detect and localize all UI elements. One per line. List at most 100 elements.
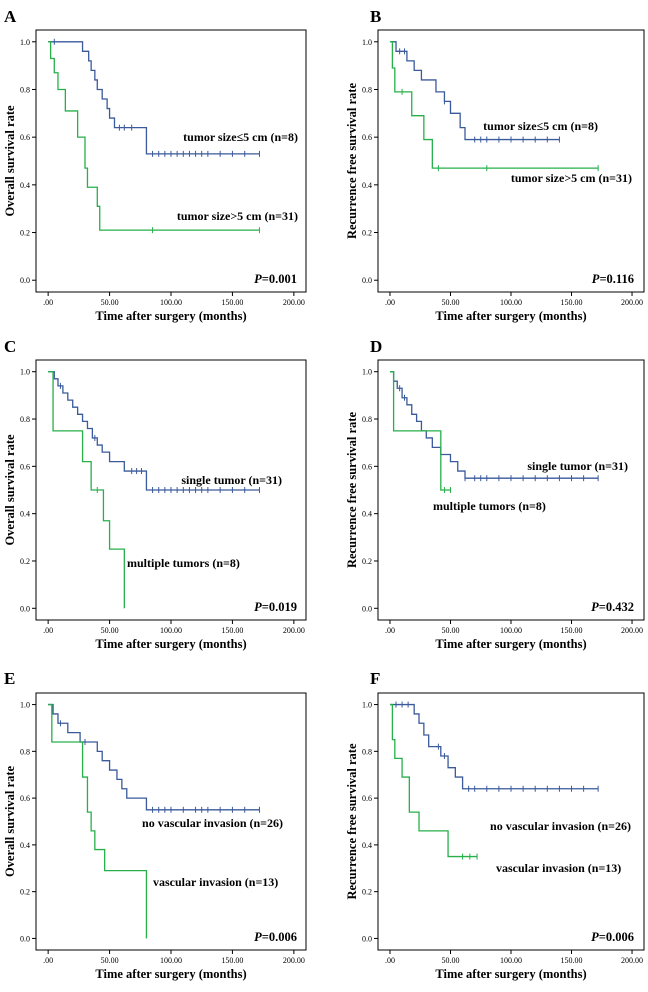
y-tick-label: 0.4: [362, 510, 372, 519]
y-tick-label: 0.0: [362, 604, 372, 613]
y-tick-label: 0.6: [20, 794, 30, 803]
p-value: P=0.001: [254, 272, 297, 286]
panel-letter: D: [370, 337, 382, 356]
x-tick-label: 200.00: [283, 956, 305, 965]
y-tick-label: 0.2: [362, 229, 372, 238]
panel-letter: C: [4, 337, 16, 356]
x-axis-title: Time after surgery (months): [435, 309, 586, 323]
y-tick-label: 0.4: [20, 181, 30, 190]
x-axis-title: Time after surgery (months): [95, 967, 246, 981]
y-tick-label: 0.2: [20, 229, 30, 238]
y-tick-label: 0.6: [362, 462, 372, 471]
series-label: single tumor (n=31): [527, 459, 628, 473]
y-tick-label: 0.8: [20, 415, 30, 424]
series-label: multiple tumors (n=8): [127, 556, 240, 570]
x-tick-label: .00: [43, 626, 53, 635]
x-tick-label: 50.00: [101, 626, 119, 635]
x-tick-label: 150.00: [561, 626, 583, 635]
y-tick-label: 0.2: [20, 888, 30, 897]
km-panel-e: E .00 50.00 100.00 150.00 200.00 0.0 0.2 0.4 0.6 0…: [3, 669, 307, 981]
series-label: tumor size>5 cm (n=31): [177, 209, 298, 223]
x-tick-label: 200.00: [283, 298, 305, 307]
series-label: vascular invasion (n=13): [153, 875, 278, 889]
y-tick-label: 1.0: [20, 368, 30, 377]
survival-curve-group-b: [48, 703, 148, 939]
panel-letter: B: [370, 7, 381, 26]
x-tick-label: 200.00: [621, 626, 643, 635]
x-tick-label: 100.00: [160, 298, 182, 307]
km-panel-d: D .00 50.00 100.00 150.00 200.00 0.0 0.2 0.4 0.6 0…: [345, 337, 645, 651]
x-axis-title: Time after surgery (months): [95, 309, 246, 323]
y-tick-label: 0.0: [362, 276, 372, 285]
p-symbol: P: [591, 930, 599, 944]
y-tick-label: 0.8: [362, 415, 372, 424]
y-tick-label: 0.6: [362, 794, 372, 803]
p-symbol: P: [254, 600, 262, 614]
panel-letter: F: [370, 669, 380, 688]
series-label: single tumor (n=31): [181, 473, 282, 487]
x-tick-label: 200.00: [283, 626, 305, 635]
x-tick-label: .00: [43, 298, 53, 307]
plot-frame: [35, 29, 307, 293]
x-tick-label: 50.00: [441, 626, 459, 635]
series-label: no vascular invasion (n=26): [142, 816, 283, 830]
x-tick-label: 150.00: [221, 626, 243, 635]
plot-frame: [377, 359, 645, 621]
y-tick-label: 0.8: [362, 747, 372, 756]
survival-curve-group-b: [389, 703, 478, 858]
y-tick-label: 1.0: [20, 701, 30, 710]
p-symbol: P: [254, 930, 262, 944]
y-tick-label: 0.6: [20, 133, 30, 142]
survival-curve-group-b: [389, 41, 599, 169]
x-tick-label: 150.00: [561, 956, 583, 965]
survival-curve-group-a: [389, 41, 560, 141]
x-tick-label: 100.00: [500, 626, 522, 635]
series-label: vascular invasion (n=13): [496, 861, 621, 875]
y-axis-title: Overall survival rate: [3, 434, 17, 546]
y-tick-label: 0.0: [20, 276, 30, 285]
survival-curve-group-a: [48, 41, 260, 155]
x-tick-label: 50.00: [101, 956, 119, 965]
x-tick-label: 50.00: [441, 956, 459, 965]
x-tick-label: 50.00: [441, 298, 459, 307]
x-tick-label: 200.00: [621, 298, 643, 307]
p-number: =0.006: [599, 930, 634, 944]
y-tick-label: 0.0: [362, 934, 372, 943]
x-tick-label: 150.00: [221, 956, 243, 965]
p-symbol: P: [591, 600, 599, 614]
km-panel-b: B .00 50.00 100.00 150.00 200.00 0.0 0.2 0.4 0.6 0…: [345, 7, 645, 323]
y-tick-label: 0.2: [362, 888, 372, 897]
km-panel-a: A .00 50.00 100.00 150.00 200.00 0.0 0.2 0.4 0.6 0…: [3, 7, 307, 323]
p-value: P=0.019: [254, 600, 297, 614]
y-tick-label: 0.0: [20, 604, 30, 613]
x-tick-label: 100.00: [160, 626, 182, 635]
y-tick-label: 0.8: [362, 85, 372, 94]
p-symbol: P: [592, 272, 600, 286]
x-tick-label: 200.00: [621, 956, 643, 965]
km-panel-c: C .00 50.00 100.00 150.00 200.00 0.0 0.2 0.4 0.6 0…: [3, 337, 307, 651]
x-tick-label: 50.00: [101, 298, 119, 307]
y-tick-label: 0.8: [20, 747, 30, 756]
series-label: no vascular invasion (n=26): [490, 819, 631, 833]
y-tick-label: 0.0: [20, 934, 30, 943]
p-number: =0.006: [262, 930, 297, 944]
y-tick-label: 0.4: [20, 510, 30, 519]
x-tick-label: .00: [385, 298, 395, 307]
series-label: tumor size≤5 cm (n=8): [183, 130, 298, 144]
p-value: P=0.432: [591, 600, 634, 614]
y-axis-title: Overall survival rate: [3, 105, 17, 217]
survival-curve-group-b: [48, 371, 125, 609]
panel-letter: E: [4, 669, 15, 688]
p-value: P=0.006: [591, 930, 634, 944]
x-tick-label: .00: [385, 956, 395, 965]
p-number: =0.432: [599, 600, 634, 614]
x-axis-title: Time after surgery (months): [435, 637, 586, 651]
km-panel-f: F .00 50.00 100.00 150.00 200.00 0.0 0.2 0.4 0.6 0…: [345, 669, 645, 981]
y-tick-label: 1.0: [362, 701, 372, 710]
x-tick-label: 150.00: [221, 298, 243, 307]
y-tick-label: 0.4: [362, 181, 372, 190]
survival-curve-group-a: [48, 703, 260, 811]
y-tick-label: 0.8: [20, 85, 30, 94]
y-tick-label: 1.0: [362, 38, 372, 47]
